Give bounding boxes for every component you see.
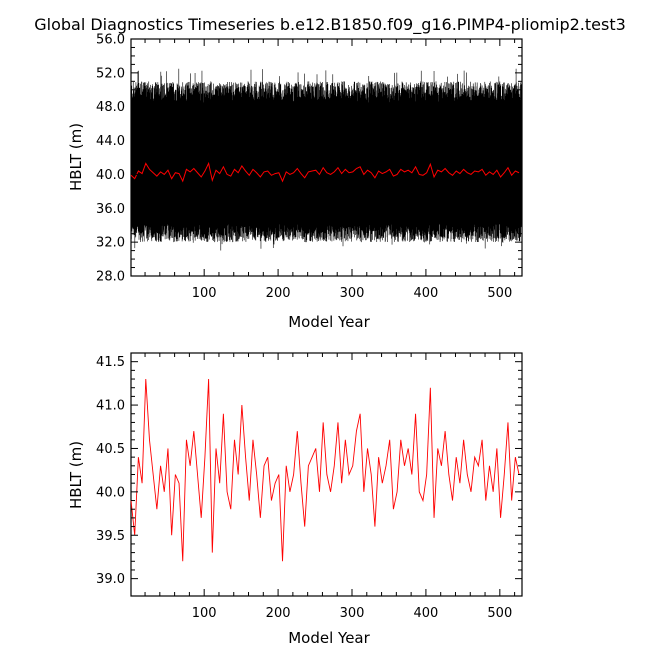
y-tick-label: 39.5: [96, 529, 125, 544]
y-tick-label: 40.5: [96, 442, 125, 457]
top-x-axis-label: Model Year: [288, 313, 370, 331]
y-tick-label: 52.0: [96, 66, 125, 81]
annual-mean-series-line: [130, 379, 520, 562]
y-tick-label: 41.5: [96, 355, 125, 370]
y-tick-label: 28.0: [96, 270, 125, 285]
y-tick-label: 44.0: [96, 134, 125, 149]
bottom-tick-layer: 39.0 39.5 40.0 40.5 41.0 41.5 100 200 300 400 500: [96, 353, 522, 621]
y-tick-label: 56.0: [96, 33, 125, 48]
y-tick-label: 48.0: [96, 100, 125, 115]
x-tick-label: 200: [266, 606, 291, 621]
y-tick-label: 41.0: [96, 399, 125, 414]
y-tick-label: 40.0: [96, 485, 125, 500]
x-tick-label: 200: [266, 286, 291, 301]
figure-title: Global Diagnostics Timeseries b.e12.B185…: [34, 15, 626, 35]
y-tick-label: 40.0: [96, 168, 125, 183]
x-tick-label: 500: [487, 286, 512, 301]
y-tick-label: 32.0: [96, 236, 125, 251]
top-y-axis-label: HBLT (m): [67, 123, 85, 191]
x-tick-label: 300: [340, 286, 365, 301]
bottom-x-axis-label: Model Year: [288, 629, 370, 647]
monthly-series-line: [130, 68, 523, 251]
bottom-y-axis-label: HBLT (m): [67, 441, 85, 509]
bottom-series-layer: [130, 379, 520, 562]
y-tick-label: 36.0: [96, 202, 125, 217]
x-tick-label: 300: [340, 606, 365, 621]
top-tick-layer: 28.0 32.0 36.0 40.0 44.0 48.0 52.0 56.0 100 200 30…: [96, 33, 522, 301]
top-chart: 28.0 32.0 36.0 40.0 44.0 48.0 52.0 56.0 100 200 30…: [67, 33, 523, 331]
top-series-layer: [130, 68, 523, 251]
annual-mean-series-line: [130, 161, 520, 183]
y-tick-label: 39.0: [96, 572, 125, 587]
x-tick-label: 400: [413, 286, 438, 301]
x-tick-label: 100: [192, 286, 217, 301]
x-tick-label: 400: [413, 606, 438, 621]
x-tick-label: 100: [192, 606, 217, 621]
x-tick-label: 500: [487, 606, 512, 621]
